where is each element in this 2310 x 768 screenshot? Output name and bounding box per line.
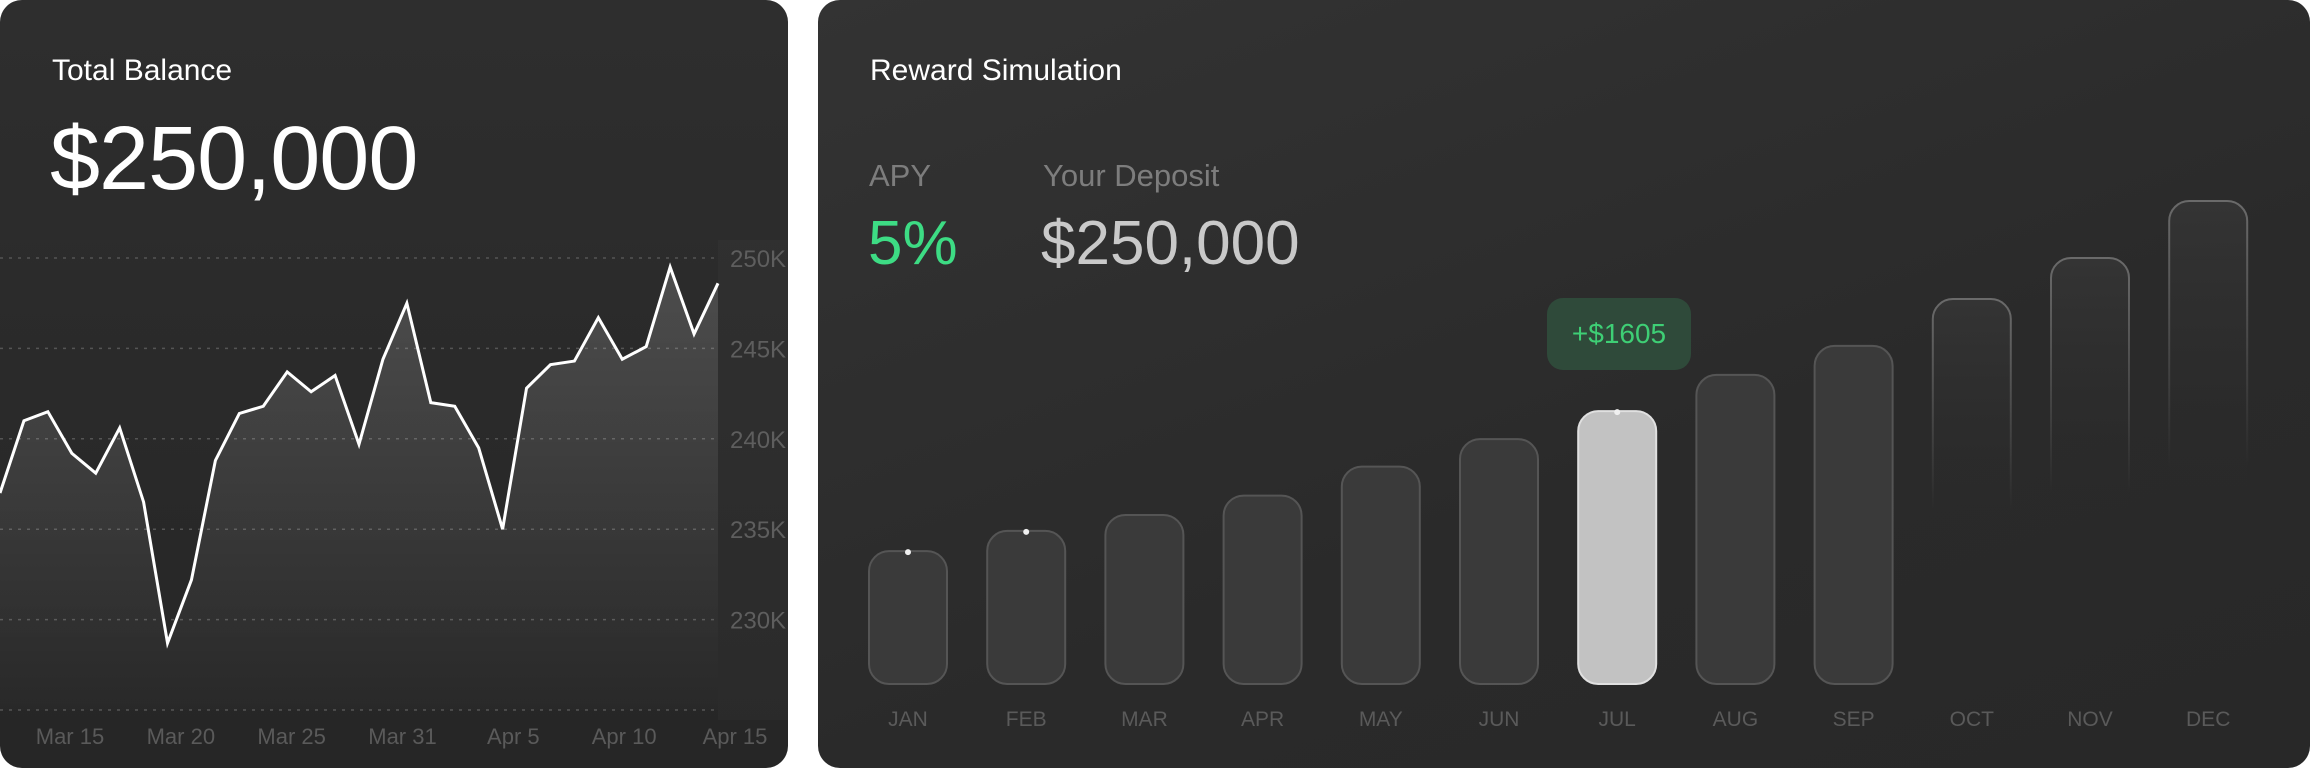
bar-dec [2168,200,2249,685]
month-label: AUG [1713,708,1759,731]
month-label: NOV [2067,708,2113,731]
balance-line [0,262,720,649]
x-tick-label: Apr 10 [592,724,657,749]
y-tick-label: 240K [730,427,786,454]
y-tick-label: 250K [730,246,786,273]
x-tick-label: Mar 31 [368,724,436,749]
bar-feb [986,529,1067,685]
x-tick-label: Mar 15 [36,724,104,749]
balance-title: Total Balance [52,54,233,87]
bar-apr [1222,494,1303,685]
bar-marker-dot [1614,409,1621,416]
y-axis-column [718,240,788,720]
month-label: JUN [1479,708,1520,731]
x-tick-label: Mar 20 [147,724,215,749]
bar-jun [1459,438,1539,685]
x-tick-label: Apr 15 [703,724,768,749]
month-label: FEB [1006,708,1047,731]
bar-aug [1695,373,1776,685]
bar-mar [1104,513,1185,686]
balance-area [0,267,718,710]
bar-jan [868,550,948,685]
bar-may [1340,465,1421,685]
month-label: OCT [1950,708,1995,731]
tooltip-text: +$1605 [1571,318,1667,349]
month-label: JAN [888,708,928,731]
month-label: JUL [1599,708,1636,731]
deposit-label: Your Deposit [1043,158,1220,193]
month-label: APR [1241,708,1284,731]
bar-marker-dot [905,549,911,556]
x-tick-label: Apr 5 [487,724,540,749]
month-label: MAY [1359,708,1403,731]
bar-jul [1577,410,1658,685]
bar-marker-dot [1023,528,1030,535]
balance-amount: $250,000 [50,109,418,209]
bar-sep [1813,344,1894,685]
reward-simulation-card: Reward Simulation APY 5% Your Deposit $2… [818,0,2310,768]
reward-bar-chart[interactable]: JAN FEB MAR APR MAY JUN JUL AUG SEP OCT NOV DEC [818,0,2310,768]
balance-chart[interactable]: 250K 245K 240K 235K 230K Mar 15 Mar 20 Mar 25 Ma… [0,0,788,768]
reward-title: Reward Simulation [870,54,1122,87]
reward-tooltip: +$1605 [1547,298,1691,370]
apy-value: 5% [868,209,958,278]
bar-nov [2050,256,2130,685]
month-label: MAR [1121,708,1168,731]
y-tick-label: 235K [730,517,786,544]
y-tick-label: 230K [730,608,786,635]
total-balance-card: Total Balance $250,000 250K 245K 240K 235K 2… [0,0,788,768]
y-tick-label: 245K [730,336,786,363]
month-label: SEP [1833,708,1875,731]
month-label: DEC [2186,708,2230,731]
x-tick-label: Mar 25 [257,724,325,749]
apy-label: APY [869,158,932,193]
bar-oct [1931,298,2012,685]
deposit-value: $250,000 [1041,209,1300,278]
